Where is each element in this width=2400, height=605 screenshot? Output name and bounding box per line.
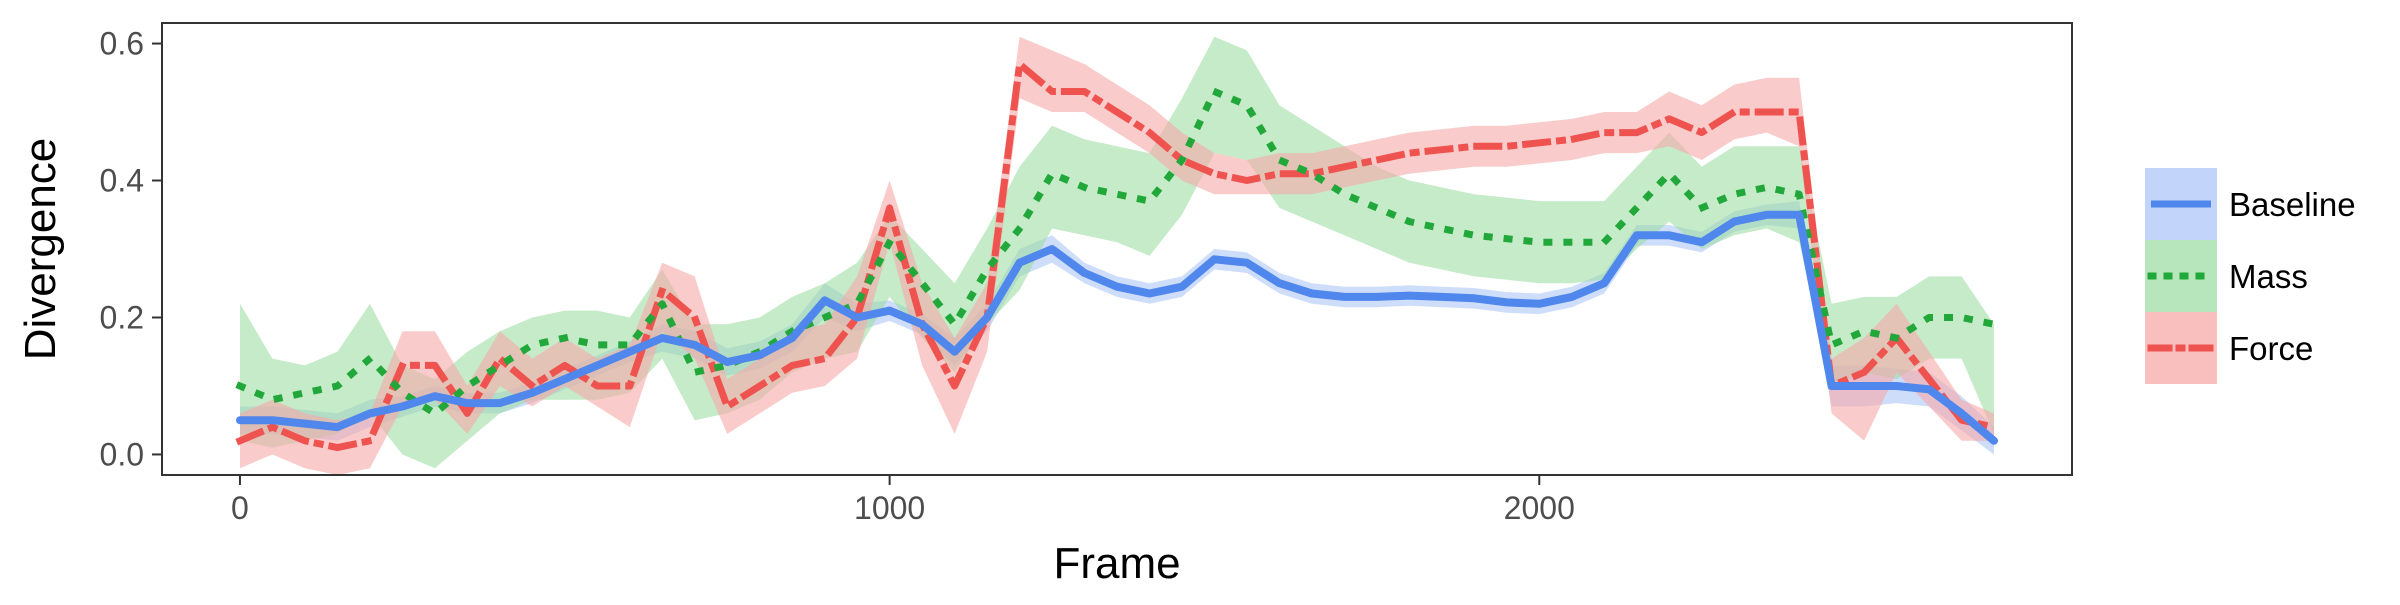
legend-label: Force	[2229, 330, 2313, 367]
legend-item-mass: Mass	[2145, 240, 2308, 312]
y-tick-label: 0.4	[100, 163, 144, 199]
band-force	[240, 36, 1994, 475]
y-tick-label: 0.0	[100, 436, 144, 472]
series-line-mass	[235, 88, 1999, 417]
legend: Baseline Mass Force	[2145, 168, 2356, 384]
x-tick-label: 2000	[1504, 490, 1575, 526]
x-axis: 0 1000 2000	[231, 475, 1575, 526]
x-tick-label: 1000	[854, 490, 925, 526]
x-axis-title: Frame	[1053, 539, 1180, 588]
legend-label: Mass	[2229, 258, 2308, 295]
y-axis: 0.0 0.2 0.4 0.6	[100, 26, 162, 472]
y-tick-label: 0.6	[100, 26, 144, 62]
y-axis-title: Divergence	[16, 138, 65, 361]
series-line-baseline	[236, 210, 1998, 445]
legend-item-force: Force	[2145, 312, 2313, 384]
legend-item-baseline: Baseline	[2145, 168, 2356, 240]
confidence-bands	[240, 36, 1994, 475]
series-lines	[235, 60, 1999, 452]
legend-label: Baseline	[2229, 186, 2356, 223]
plot-panel-border	[161, 22, 2073, 476]
x-tick-label: 0	[231, 490, 249, 526]
y-tick-label: 0.2	[100, 299, 144, 335]
band-mass	[240, 36, 1994, 469]
series-line-force	[235, 60, 1999, 452]
